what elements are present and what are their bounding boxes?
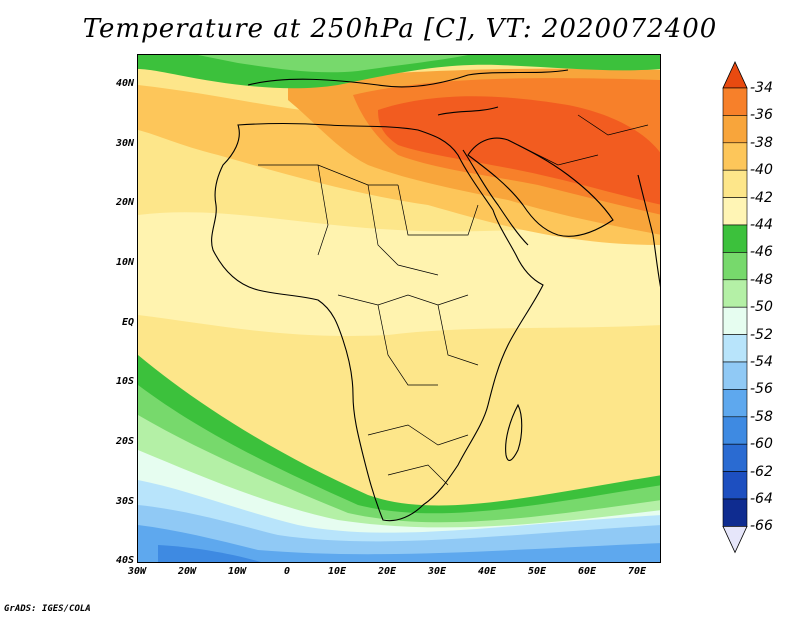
lon-label: 10E — [327, 566, 347, 577]
colorbar-segment — [722, 142, 748, 171]
lat-label: 10N — [115, 257, 134, 268]
colorbar-level-label: -34 — [750, 80, 773, 96]
band-44 — [138, 212, 660, 336]
south-56 — [138, 505, 660, 562]
colorbar-level-label: -46 — [750, 244, 773, 261]
colorbar-level-label: -62 — [750, 463, 773, 480]
colorbar-level-label: -36 — [750, 107, 773, 124]
colorbar-segment — [722, 197, 748, 226]
lat-label: 30S — [115, 496, 134, 507]
colorbar-segment — [722, 252, 748, 281]
colorbar-level-label: -44 — [750, 217, 773, 233]
colorbar-level-label: -40 — [750, 162, 773, 179]
colorbar-level-label: -64 — [750, 491, 773, 507]
colorbar-segment — [722, 224, 748, 253]
borders — [258, 114, 649, 486]
south-60 — [158, 545, 262, 562]
lon-label: 70E — [627, 566, 647, 577]
lon-label: 20E — [377, 566, 397, 577]
lat-label: 40S — [115, 555, 134, 566]
lon-label: 50E — [527, 566, 547, 577]
colorbar-segment — [722, 87, 748, 116]
credit-text: GrADS: IGES/COLA — [4, 604, 91, 614]
colorbar-level-label: -54 — [750, 354, 773, 370]
lon-label: 30E — [427, 566, 447, 577]
band-42-south — [198, 344, 660, 446]
colorbar-level-label: -52 — [750, 326, 773, 343]
colorbar-segment — [722, 361, 748, 390]
colorbar-segment — [722, 498, 748, 527]
lat-label: 20N — [115, 197, 134, 208]
temperature-field — [138, 55, 660, 562]
colorbar-level-label: -50 — [750, 299, 773, 316]
colorbar-segment — [722, 416, 748, 445]
colorbar — [722, 61, 748, 554]
colorbar-segment — [722, 279, 748, 308]
lat-label: 40N — [115, 78, 134, 89]
colorbar-level-label: -60 — [750, 436, 773, 453]
lon-label: 40E — [477, 566, 497, 577]
colorbar-top-arrow — [722, 61, 748, 89]
lon-label: 0 — [283, 566, 291, 577]
lon-label: 30W — [127, 566, 147, 577]
temperature-map — [137, 54, 661, 563]
colorbar-segment — [722, 169, 748, 198]
lat-label: EQ — [121, 317, 134, 328]
map-title: Temperature at 250hPa [C], VT: 202007240… — [82, 14, 718, 44]
south-58 — [138, 525, 660, 562]
colorbar-segment — [722, 443, 748, 472]
lat-label: 10S — [115, 376, 134, 387]
lat-label: 30N — [115, 138, 134, 149]
colorbar-level-label: -56 — [750, 381, 773, 398]
lon-label: 10W — [227, 566, 247, 577]
lat-label: 20S — [115, 436, 134, 447]
band-34 — [378, 96, 660, 205]
lon-label: 20W — [177, 566, 197, 577]
north-cold-48 — [198, 55, 468, 73]
colorbar-segment — [722, 471, 748, 500]
colorbar-segment — [722, 306, 748, 335]
colorbar-level-label: -48 — [750, 271, 773, 288]
colorbar-segment — [722, 389, 748, 418]
lon-label: 60E — [577, 566, 597, 577]
colorbar-level-label: -58 — [750, 408, 773, 425]
colorbar-level-label: -66 — [750, 518, 773, 535]
colorbar-level-label: -38 — [750, 134, 773, 151]
colorbar-segment — [722, 115, 748, 144]
coastlines — [211, 69, 660, 522]
colorbar-segment — [722, 334, 748, 363]
colorbar-level-label: -42 — [750, 189, 773, 206]
colorbar-bottom-arrow — [722, 525, 748, 554]
